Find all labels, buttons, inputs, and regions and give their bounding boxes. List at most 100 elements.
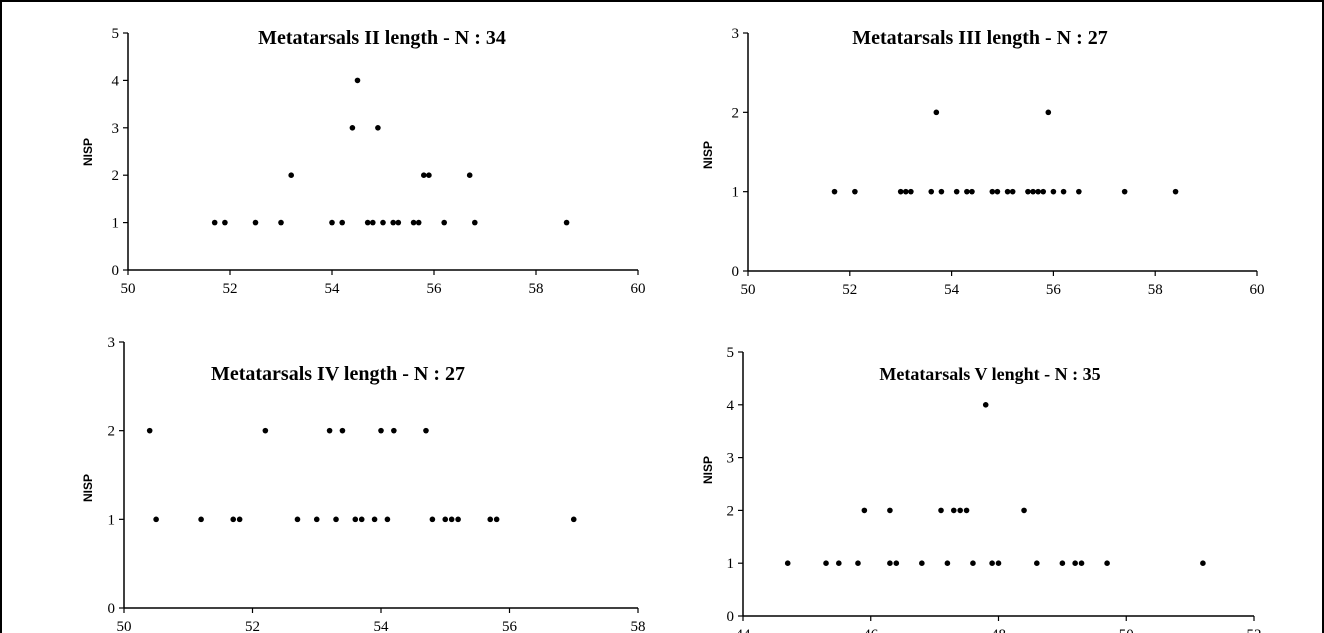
y-tick-label: 5 [727,345,735,361]
scatter-point [236,516,243,523]
chart-panel-mt2: Metatarsals II length - N : 34 NISP 0 1 2 3… [81,26,646,297]
y-tick-label: 2 [732,105,740,121]
scatter-point [1034,560,1040,566]
scatter-point [426,172,432,178]
scatter-point [384,516,391,523]
y-axis-label: NISP [701,141,715,169]
scatter-point [390,219,397,226]
x-tick-label: 54 [944,282,960,298]
chart-title: Metatarsals V lenght - N : 35 [879,364,1100,384]
scatter-point [378,427,384,434]
x-tick-label: 54 [374,619,390,633]
scatter-point [1076,188,1082,195]
scatter-point [994,188,1001,195]
y-tick-label: 3 [112,121,120,137]
x-tick-label: 52 [245,619,260,633]
y-tick-label: 2 [112,168,120,184]
x-tick-label: 56 [427,281,443,297]
y-tick-label: 3 [732,26,740,42]
scatter-point [1035,188,1041,195]
scatter-point [146,427,153,434]
chart-title: Metatarsals II length - N : 34 [258,27,506,49]
scatter-point [1040,188,1047,195]
scatter-point [995,560,1002,566]
scatter-point [964,188,970,195]
scatter-point [944,560,951,566]
scatter-point [989,560,995,566]
scatter-point [415,219,422,226]
scatter-point [370,219,376,226]
x-tick-label: 48 [991,627,1006,633]
scatter-point [887,560,893,566]
scatter-point [472,219,478,226]
y-tick-label: 1 [108,512,116,528]
scatter-point [230,516,237,523]
scatter-point [349,125,356,131]
scatter-point [989,188,996,195]
scatter-point [1025,188,1031,195]
x-tick-label: 46 [863,627,879,633]
x-tick-label: 50 [117,619,132,633]
x-tick-label: 60 [631,281,646,297]
chart-title: Metatarsals IV length - N : 27 [211,363,465,385]
y-tick-label: 3 [727,451,735,467]
scatter-point [897,188,904,195]
scatter-point [1045,109,1052,116]
scatter-point [919,560,925,566]
x-tick-label: 58 [631,619,646,633]
scatter-point [1060,188,1067,195]
scatter-point [963,507,970,514]
x-tick-label: 54 [325,281,341,297]
scatter-point [288,172,295,178]
y-tick-label: 0 [108,601,116,617]
y-tick-label: 2 [108,424,116,440]
scatter-point [429,516,436,523]
scatter-point [358,516,365,523]
x-tick-label: 44 [736,627,752,633]
scatter-point [364,219,371,226]
chart-panel-mt4: Metatarsals IV length - N : 27 NISP 0 1 2 3… [81,335,646,633]
scatter-point [1030,188,1036,195]
scatter-point [928,188,935,195]
scatter-point [278,219,284,226]
scatter-point [329,219,335,226]
scatter-point [1104,560,1110,566]
scatter-point [333,516,339,523]
x-tick-label: 52 [1247,627,1262,633]
y-tick-label: 0 [732,264,740,280]
scatter-point [487,516,494,523]
scatter-point [1072,560,1078,566]
scatter-point [950,507,957,514]
scatter-point [222,219,228,226]
scatter-point [887,507,893,514]
scatter-point [326,427,333,434]
x-tick-label: 58 [1148,282,1163,298]
scatter-point [938,507,944,514]
chart-panel-mt3: Metatarsals III length - N : 27 NISP 0 1 2… [701,26,1265,298]
scatter-point [1172,188,1179,195]
scatter-point [1059,560,1066,566]
scatter-point [570,516,577,523]
x-tick-label: 60 [1250,282,1265,298]
scatter-point [1021,507,1027,514]
scatter-point [982,402,989,408]
y-tick-label: 4 [112,73,120,89]
scatter-point [395,219,402,226]
scatter-point [421,172,427,178]
scatter-point [493,516,500,523]
scatter-point [855,560,861,566]
scatter-point [442,516,449,523]
scatter-point [313,516,320,523]
scatter-point [970,560,976,566]
scatter-point [423,427,429,434]
scatter-point [294,516,301,523]
y-axis-label: NISP [701,456,715,484]
scatter-point [563,219,570,226]
scatter-point [831,188,838,195]
scatter-point [836,560,842,566]
x-tick-label: 50 [741,282,756,298]
scatter-point [823,560,829,566]
scatter-point [852,188,858,195]
